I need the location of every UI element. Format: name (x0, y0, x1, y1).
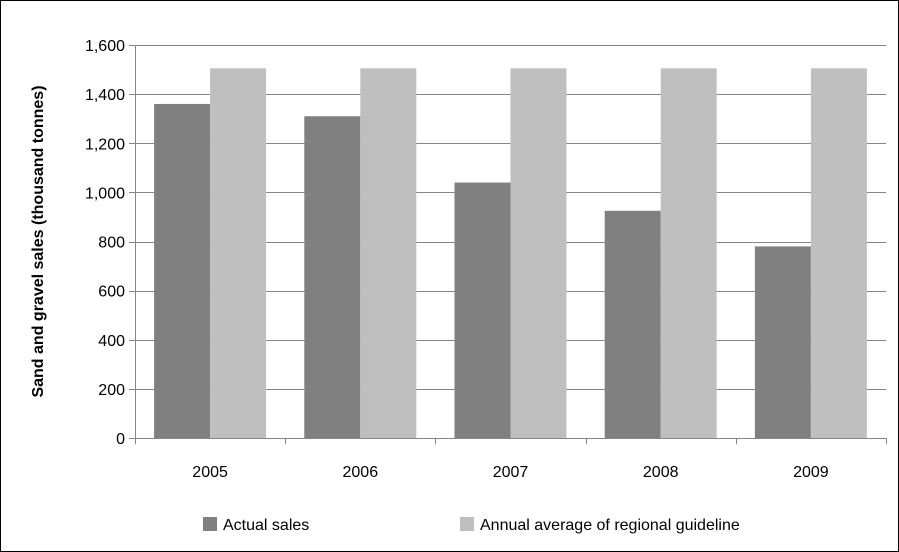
y-tick-label-1200: 1,200 (85, 136, 125, 153)
legend-swatch-actual-sales (203, 517, 217, 531)
bar-annual-average-of-regional-guideline-2008 (660, 68, 717, 438)
bar-actual-sales-2008 (604, 210, 661, 438)
bar-actual-sales-2009 (754, 246, 811, 438)
x-tick-label-2009: 2009 (793, 464, 829, 481)
legend: Actual sales Annual average of regional … (203, 517, 740, 534)
x-tick-label-2006: 2006 (343, 464, 379, 481)
y-tick-label-800: 800 (98, 235, 125, 252)
y-tick-label-200: 200 (98, 382, 125, 399)
bar-annual-average-of-regional-guideline-2005 (210, 68, 267, 438)
y-tick-label-1600: 1,600 (85, 38, 125, 55)
bar-actual-sales-2005 (154, 103, 211, 438)
y-tick-label-0: 0 (116, 431, 125, 448)
y-tick-labels: 0 200 400 600 800 1,000 1,200 1,400 1,600 (85, 38, 125, 448)
bar-actual-sales-2007 (454, 182, 511, 438)
bar-annual-average-of-regional-guideline-2009 (810, 68, 867, 438)
x-tick-label-2007: 2007 (493, 464, 529, 481)
x-tick-label-2008: 2008 (643, 464, 679, 481)
x-tick-labels: 2005 2006 2007 2008 2009 (192, 464, 828, 481)
legend-label-actual-sales: Actual sales (223, 517, 309, 534)
y-tick-label-1400: 1,400 (85, 87, 125, 104)
bar-annual-average-of-regional-guideline-2006 (360, 68, 417, 438)
legend-label-regional-guideline: Annual average of regional guideline (480, 517, 740, 534)
y-tick-label-400: 400 (98, 333, 125, 350)
y-tick-label-1000: 1,000 (85, 185, 125, 202)
y-axis-title: Sand and gravel sales (thousand tonnes) (30, 85, 47, 397)
bar-annual-average-of-regional-guideline-2007 (510, 68, 567, 438)
axes (129, 45, 887, 444)
legend-swatch-regional-guideline (460, 517, 474, 531)
y-tick-label-600: 600 (98, 284, 125, 301)
x-tick-label-2005: 2005 (192, 464, 228, 481)
bar-actual-sales-2006 (304, 116, 361, 438)
bars (154, 68, 867, 438)
